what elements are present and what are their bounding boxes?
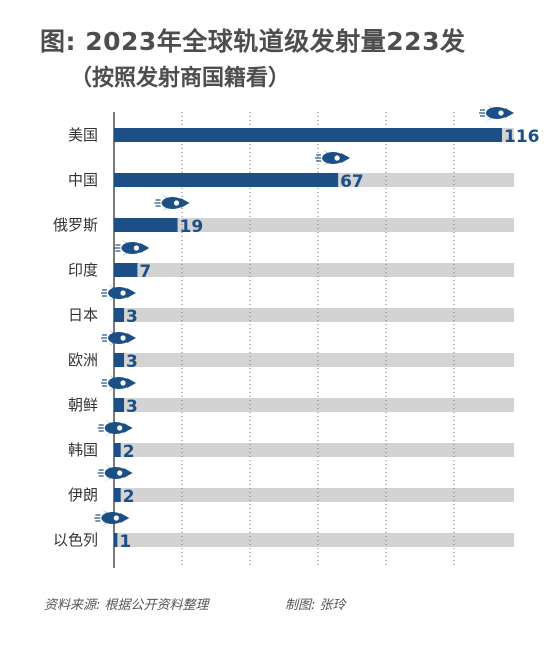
rocket-icon <box>479 104 514 122</box>
bar <box>114 398 125 412</box>
bar-track <box>114 353 514 367</box>
bar <box>114 308 125 322</box>
category-label: 欧洲 <box>68 351 98 369</box>
chart-title: 图: 2023年全球轨道级发射量223发 <box>40 27 466 56</box>
rocket-icon <box>154 194 190 212</box>
category-label: 中国 <box>68 171 98 189</box>
rocket-icon <box>97 464 133 482</box>
bar-track <box>114 443 514 457</box>
rocket-icon <box>94 509 130 527</box>
bar-track <box>114 533 514 547</box>
value-label: 7 <box>139 262 151 282</box>
value-label: 3 <box>126 352 138 372</box>
bar <box>114 128 502 142</box>
category-label: 以色列 <box>53 531 98 549</box>
bar <box>114 533 118 547</box>
rocket-icon <box>101 284 137 302</box>
rocket-icon <box>97 419 133 437</box>
bar <box>114 218 178 232</box>
bar-track <box>114 398 514 412</box>
bar <box>114 173 339 187</box>
category-label: 日本 <box>68 306 98 324</box>
bar <box>114 263 138 277</box>
bar <box>114 443 121 457</box>
bar-track <box>114 263 514 277</box>
value-label: 67 <box>340 172 364 192</box>
rocket-icon <box>315 149 351 167</box>
value-label: 1 <box>119 532 131 552</box>
bar-track <box>114 218 514 232</box>
value-label: 19 <box>180 217 204 237</box>
source-note: 资料来源: 根据公开资料整理 <box>44 598 209 613</box>
category-label: 美国 <box>68 126 98 144</box>
bar <box>114 488 121 502</box>
category-label: 伊朗 <box>68 486 98 504</box>
chart-subtitle: （按照发射商国籍看） <box>70 66 291 91</box>
value-label: 3 <box>126 397 138 417</box>
rocket-icon <box>101 374 137 392</box>
bar-chart: 美国 116 中国 67 俄罗斯 19 印度 7 日本 3 欧洲 3 朝鲜 3 韩国 2 伊朗 2 以色列 1 <box>53 104 540 568</box>
bar <box>114 353 125 367</box>
category-label: 俄罗斯 <box>53 216 98 234</box>
maker-note: 制图: 张玲 <box>285 598 346 613</box>
bar-track <box>114 308 514 322</box>
value-label: 116 <box>504 127 540 147</box>
category-label: 朝鲜 <box>68 396 98 414</box>
value-label: 2 <box>123 487 135 507</box>
category-label: 印度 <box>68 261 98 279</box>
rocket-icon <box>114 239 150 257</box>
category-label: 韩国 <box>68 441 98 459</box>
bar-track <box>114 488 514 502</box>
value-label: 3 <box>126 307 138 327</box>
rocket-icon <box>101 329 137 347</box>
value-label: 2 <box>123 442 135 462</box>
